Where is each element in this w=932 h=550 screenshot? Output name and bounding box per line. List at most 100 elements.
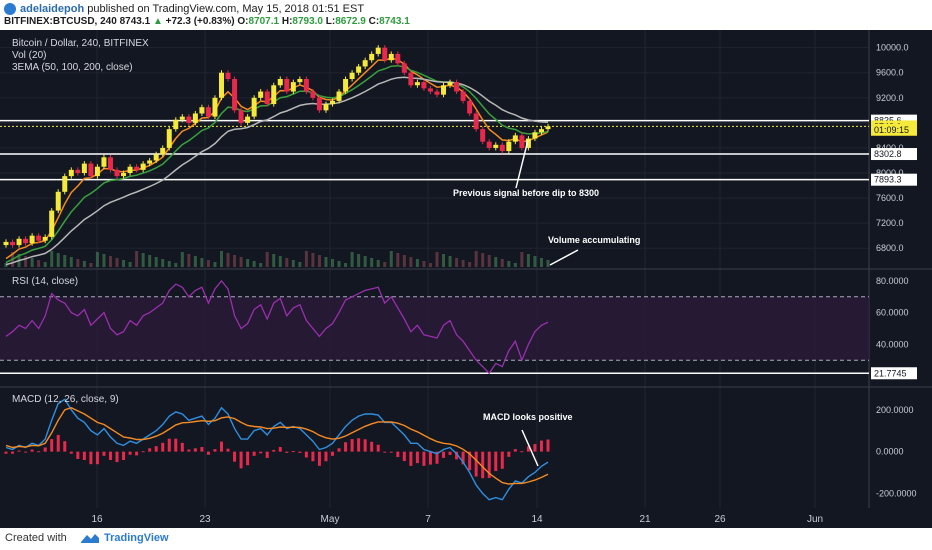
volume-bar — [24, 256, 28, 267]
volume-bar — [278, 256, 282, 267]
macd-hist-bar — [239, 451, 243, 469]
volume-bar — [317, 255, 321, 267]
price-label-text: 7893.3 — [874, 175, 902, 185]
candle-body — [212, 97, 218, 117]
x-tick-label: 23 — [199, 514, 211, 525]
macd-hist-bar — [350, 439, 354, 452]
macd-hist-bar — [481, 451, 485, 479]
candle-body — [225, 72, 231, 79]
volume-bar — [102, 254, 106, 267]
macd-hist-bar — [37, 451, 41, 453]
macd-hist-bar — [448, 451, 452, 455]
candle-body — [323, 104, 329, 111]
candle-body — [408, 72, 414, 86]
macd-hist-bar — [278, 447, 282, 452]
candle-body — [232, 79, 238, 111]
macd-hist-bar — [442, 451, 446, 458]
macd-hist-bar — [304, 451, 308, 458]
macd-hist-bar — [43, 447, 47, 452]
candle-body — [238, 110, 244, 123]
ema200-line — [5, 76, 549, 266]
volume-bar — [180, 252, 184, 267]
author-avatar[interactable] — [4, 3, 16, 15]
macd-annotation: MACD looks positive — [483, 412, 573, 422]
candle-body — [460, 91, 466, 101]
candle-body — [454, 82, 460, 92]
volume-bar — [148, 255, 152, 267]
volume-bar — [350, 252, 354, 267]
candle-body — [538, 129, 544, 133]
volume-bar — [246, 259, 250, 267]
price-chart-title: Bitcoin / Dollar, 240, BITFINEX — [12, 38, 149, 49]
candle-body — [179, 116, 185, 120]
chart-header: adelaidepoh published on TradingView.com… — [0, 0, 932, 30]
macd-hist-bar — [363, 439, 367, 452]
created-with-text: Created with — [5, 532, 67, 544]
macd-hist-bar — [4, 451, 8, 454]
candle-body — [42, 236, 48, 241]
price-label-text: 8302.8 — [874, 149, 902, 159]
volume-bar — [291, 260, 295, 267]
candle-body — [349, 72, 355, 79]
macd-hist-bar — [259, 451, 263, 454]
author-name[interactable]: adelaidepoh — [20, 3, 85, 15]
volume-bar — [409, 257, 413, 267]
volume-bar — [128, 262, 132, 267]
candle-body — [401, 63, 407, 73]
candle-body — [421, 82, 427, 89]
macd-hist-bar — [30, 449, 34, 452]
x-tick-label: Jun — [807, 514, 823, 525]
volume-bar — [167, 261, 171, 267]
volume-bar — [513, 263, 517, 267]
volume-bar — [89, 263, 93, 267]
candle-body — [441, 85, 447, 95]
volume-bar — [539, 258, 543, 267]
macd-hist-bar — [344, 442, 348, 452]
macd-hist-bar — [272, 449, 276, 452]
macd-hist-bar — [50, 439, 54, 452]
macd-hist-bar — [291, 451, 295, 453]
ohlc-line: BITFINEX:BTCUSD, 240 8743.1 ▲ +72.3 (+0.… — [4, 16, 410, 27]
macd-hist-bar — [546, 439, 550, 452]
y-tick-label: 8400.0 — [876, 143, 904, 153]
candle-body — [55, 191, 61, 211]
candle-body — [343, 79, 349, 92]
macd-hist-bar — [11, 451, 15, 454]
volume-bar — [324, 257, 328, 267]
volume-bar — [206, 260, 210, 267]
volume-bar — [265, 252, 269, 267]
macd-hist-bar — [370, 441, 374, 452]
candle-body — [251, 97, 257, 117]
macd-line — [5, 398, 549, 501]
macd-hist-bar — [435, 451, 439, 464]
volume-bar — [50, 251, 54, 267]
macd-hist-bar — [193, 448, 197, 452]
macd-hist-bar — [17, 450, 21, 452]
volume-bar — [487, 255, 491, 267]
macd-hist-bar — [513, 449, 517, 452]
macd-hist-bar — [539, 440, 543, 452]
candle-body — [88, 163, 94, 177]
footer: Created with TradingView — [0, 528, 932, 550]
macd-hist-bar — [154, 446, 158, 452]
candle-body — [330, 100, 336, 105]
macd-hist-bar — [526, 446, 530, 452]
candle-body — [486, 141, 492, 148]
volume-bar — [331, 259, 335, 267]
tradingview-brand[interactable]: TradingView — [104, 532, 169, 544]
macd-hist-bar — [76, 451, 80, 459]
macd-hist-bar — [82, 451, 86, 460]
candle-body — [434, 91, 440, 95]
publish-line: adelaidepoh published on TradingView.com… — [20, 3, 364, 15]
candle-body — [277, 79, 283, 86]
volume-bar — [37, 260, 41, 267]
chart-area[interactable]: Bitcoin / Dollar, 240, BITFINEX Vol (20) 3… — [0, 30, 932, 528]
macd-hist-bar — [376, 444, 380, 452]
macd-hist-bar — [468, 451, 472, 471]
candle-body — [388, 53, 394, 61]
y-tick-label: 7200.0 — [876, 218, 904, 228]
volume-bar — [69, 257, 73, 267]
macd-signal-line — [5, 406, 549, 485]
candle-body — [218, 72, 224, 98]
